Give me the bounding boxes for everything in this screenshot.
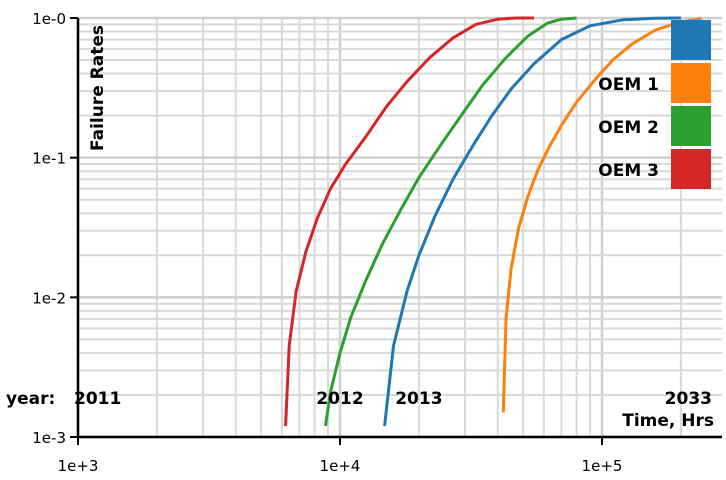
year-label: 2033 bbox=[665, 389, 712, 409]
y-tick-label: 1e-0 bbox=[32, 10, 66, 28]
legend-label: OEM 3 bbox=[598, 161, 659, 181]
year-prefix: year: bbox=[6, 389, 55, 409]
x-tick-label: 1e+3 bbox=[58, 457, 99, 475]
series-line-1 bbox=[501, 17, 702, 413]
year-annotations: year: 2011 2012 2013 2033 bbox=[6, 389, 712, 409]
y-axis-title: Failure Rates bbox=[88, 25, 108, 151]
legend-label: OEM 1 bbox=[598, 75, 659, 95]
series-line-3 bbox=[284, 16, 534, 426]
year-label: 2011 bbox=[74, 389, 121, 409]
y-tick-label: 1e-2 bbox=[32, 289, 66, 307]
grid-lines bbox=[76, 16, 722, 439]
legend: OEM 1 OEM 2 OEM 3 bbox=[598, 20, 711, 189]
series-lines bbox=[284, 16, 702, 427]
year-label: 2013 bbox=[395, 389, 442, 409]
tick-marks bbox=[70, 17, 603, 445]
year-label: 2012 bbox=[316, 389, 363, 409]
legend-swatch bbox=[671, 63, 711, 103]
y-tick-label: 1e-1 bbox=[32, 150, 66, 168]
legend-label: OEM 2 bbox=[598, 118, 659, 138]
legend-swatch bbox=[671, 20, 711, 60]
tick-labels: 1e+3 1e+4 1e+5 1e-0 1e-1 1e-2 1e-3 bbox=[32, 10, 622, 475]
x-tick-label: 1e+5 bbox=[582, 457, 623, 475]
legend-swatch bbox=[671, 106, 711, 146]
x-axis-title: Time, Hrs bbox=[622, 411, 714, 431]
series-line-2 bbox=[324, 16, 577, 427]
axes bbox=[76, 18, 722, 439]
legend-swatch bbox=[671, 149, 711, 189]
x-tick-label: 1e+4 bbox=[320, 457, 361, 475]
y-tick-label: 1e-3 bbox=[32, 429, 66, 447]
series-line-0 bbox=[383, 16, 681, 427]
